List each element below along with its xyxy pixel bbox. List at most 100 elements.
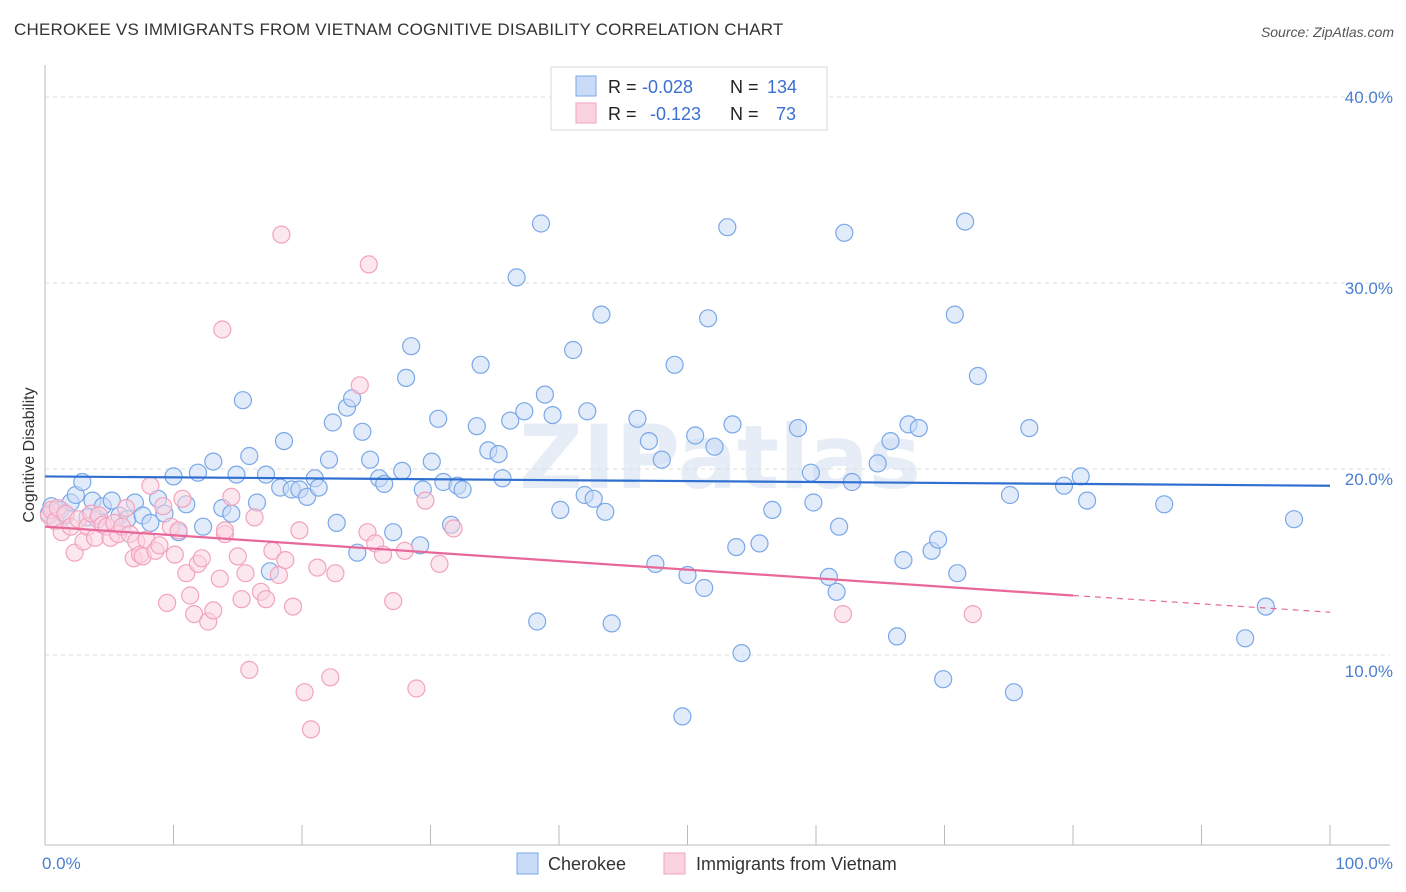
point-cherokee-62 xyxy=(453,480,472,499)
point-cherokee-31 xyxy=(247,493,267,512)
point-cherokee-106 xyxy=(835,223,854,242)
point-vietnam-50 xyxy=(245,508,264,527)
point-vietnam-58 xyxy=(295,683,314,702)
point-cherokee-40 xyxy=(309,478,328,497)
point-vietnam-74 xyxy=(963,604,982,624)
point-cherokee-74 xyxy=(543,406,562,425)
point-cherokee-126 xyxy=(1077,491,1097,510)
point-vietnam-42 xyxy=(204,601,223,620)
point-vietnam-70 xyxy=(416,491,435,510)
point-cherokee-64 xyxy=(471,355,490,374)
point-vietnam-72 xyxy=(444,519,463,538)
point-cherokee-124 xyxy=(1054,476,1074,495)
point-cherokee-104 xyxy=(827,582,846,601)
point-vietnam-46 xyxy=(228,547,247,566)
point-cherokee-63 xyxy=(467,417,486,436)
point-vietnam-69 xyxy=(407,679,426,698)
point-cherokee-94 xyxy=(718,218,737,237)
point-cherokee-111 xyxy=(894,550,913,570)
point-vietnam-67 xyxy=(384,591,403,611)
y-tick-label-40: 40.0% xyxy=(1345,88,1393,107)
point-cherokee-66 xyxy=(489,445,508,464)
point-cherokee-92 xyxy=(698,309,718,328)
point-vietnam-55 xyxy=(276,550,295,570)
point-cherokee-93 xyxy=(705,437,724,456)
point-vietnam-43 xyxy=(210,569,229,588)
y-axis-label: Cognitive Disability xyxy=(21,387,38,522)
point-vietnam-37 xyxy=(181,586,200,605)
point-vietnam-62 xyxy=(326,564,345,583)
point-cherokee-85 xyxy=(646,554,665,574)
point-cherokee-109 xyxy=(881,432,900,451)
point-vietnam-40 xyxy=(192,549,211,568)
stats-legend: R = -0.028 N = 134 R = -0.123 N = 73 xyxy=(550,66,828,131)
point-cherokee-127 xyxy=(1155,495,1174,514)
point-cherokee-119 xyxy=(955,212,975,231)
stats-n-label-2: N = xyxy=(730,104,759,124)
stats-n-value-2: 73 xyxy=(776,104,796,124)
stats-n-value-1: 134 xyxy=(767,77,797,97)
point-cherokee-75 xyxy=(551,500,570,519)
point-cherokee-115 xyxy=(928,530,948,549)
point-vietnam-52 xyxy=(256,590,276,609)
point-cherokee-103 xyxy=(819,567,839,587)
point-vietnam-38 xyxy=(185,604,204,624)
point-cherokee-25 xyxy=(204,452,223,471)
point-vietnam-48 xyxy=(236,564,255,583)
point-cherokee-110 xyxy=(887,627,907,646)
point-cherokee-28 xyxy=(227,465,246,484)
point-cherokee-122 xyxy=(1004,683,1024,702)
point-cherokee-116 xyxy=(934,670,953,689)
point-cherokee-81 xyxy=(596,502,615,521)
point-cherokee-43 xyxy=(327,513,346,533)
point-cherokee-117 xyxy=(945,305,964,324)
point-vietnam-29 xyxy=(150,536,169,555)
legend-label-vietnam: Immigrants from Vietnam xyxy=(696,854,897,874)
point-cherokee-35 xyxy=(274,432,294,451)
point-vietnam-49 xyxy=(240,660,259,680)
point-cherokee-84 xyxy=(639,432,659,451)
y-tick-label-20: 20.0% xyxy=(1345,470,1393,489)
point-cherokee-69 xyxy=(507,268,526,287)
point-cherokee-24 xyxy=(194,517,213,536)
point-cherokee-123 xyxy=(1020,419,1039,438)
point-vietnam-31 xyxy=(158,593,177,613)
point-cherokee-101 xyxy=(801,463,821,482)
point-vietnam-71 xyxy=(430,554,449,574)
source-attribution: Source: ZipAtlas.com xyxy=(1260,24,1394,40)
point-cherokee-91 xyxy=(695,578,714,598)
point-cherokee-58 xyxy=(429,409,448,428)
point-cherokee-68 xyxy=(501,411,520,430)
point-cherokee-41 xyxy=(319,450,339,469)
x-tick-label-0: 0.0% xyxy=(42,854,81,873)
point-cherokee-121 xyxy=(1000,485,1020,505)
trend-lines xyxy=(44,475,1331,613)
point-vietnam-33 xyxy=(165,545,184,564)
point-cherokee-86 xyxy=(652,450,671,469)
point-vietnam-75 xyxy=(215,521,234,540)
point-vietnam-60 xyxy=(308,558,327,577)
chart-title: CHEROKEE VS IMMIGRANTS FROM VIETNAM COGN… xyxy=(14,20,784,39)
stats-r-value-2: -0.123 xyxy=(650,104,701,124)
stats-r-value-1: -0.028 xyxy=(642,77,693,97)
y-tick-label-10: 10.0% xyxy=(1345,662,1393,681)
point-vietnam-73 xyxy=(833,604,853,624)
point-cherokee-48 xyxy=(361,450,380,469)
point-cherokee-105 xyxy=(829,517,849,536)
point-vietnam-63 xyxy=(350,376,369,395)
point-vietnam-35 xyxy=(173,489,192,508)
point-cherokee-80 xyxy=(592,305,611,324)
point-cherokee-30 xyxy=(240,446,259,466)
point-cherokee-79 xyxy=(584,489,603,508)
point-vietnam-45 xyxy=(222,487,241,506)
stats-r-label-1: R = xyxy=(608,77,637,97)
point-cherokee-72 xyxy=(531,214,551,233)
point-vietnam-59 xyxy=(301,720,321,739)
point-cherokee-99 xyxy=(763,500,782,519)
x-tick-label-100: 100.0% xyxy=(1335,854,1393,873)
point-cherokee-32 xyxy=(256,465,276,484)
trend-line-vietnam xyxy=(44,525,1074,597)
point-cherokee-129 xyxy=(1256,597,1275,616)
point-cherokee-17 xyxy=(141,513,160,533)
